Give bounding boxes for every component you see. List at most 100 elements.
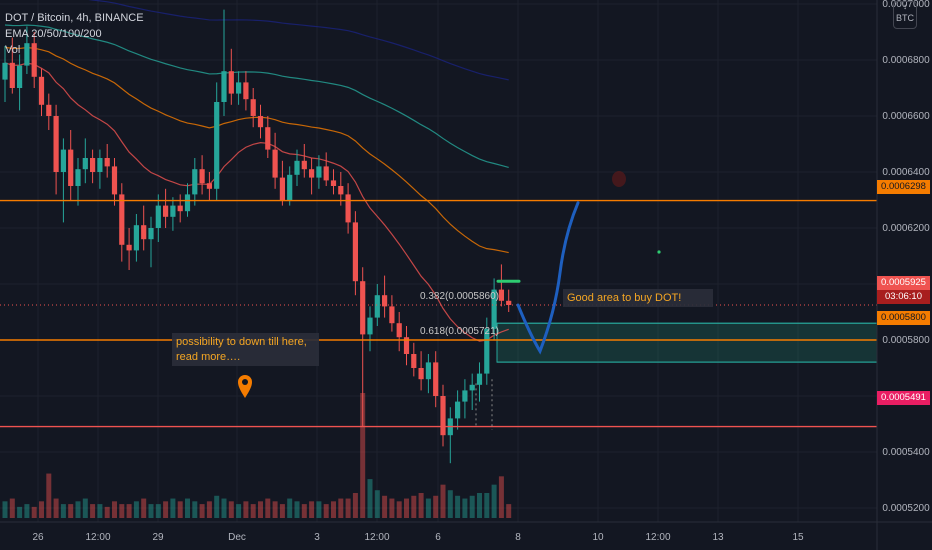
fib-618-label: 0.618(0.0005721) (420, 326, 499, 337)
candle-body (498, 289, 504, 301)
candle (352, 211, 358, 296)
volume-bar (206, 501, 212, 518)
candle-body (360, 281, 366, 335)
volume-bar (258, 501, 263, 518)
volume-bar (425, 498, 431, 518)
candle-body (367, 317, 373, 335)
x-tick-label: 3 (314, 532, 320, 543)
candle (206, 172, 212, 200)
location-pin-shape (238, 375, 252, 398)
candle (68, 130, 74, 200)
candle-body (155, 205, 161, 228)
volume-bar (433, 495, 439, 518)
candle-body (506, 300, 512, 305)
candle (309, 158, 315, 195)
volume-bar (90, 504, 96, 518)
volume-bar (221, 498, 227, 518)
candle (75, 158, 81, 206)
candle (111, 158, 118, 206)
volume-bar (294, 501, 300, 518)
volume-bar (352, 493, 358, 518)
possibility-note: possibility to down till here, read more… (172, 333, 319, 366)
candle-body (440, 396, 446, 436)
candle (345, 183, 351, 234)
candle (418, 351, 424, 391)
volume-bar (345, 498, 351, 518)
candle (192, 158, 198, 206)
candle (243, 71, 249, 111)
x-tick-label: 12:00 (364, 532, 389, 543)
buy-note-text: Good area to buy DOT! (567, 292, 682, 304)
candle (257, 104, 264, 139)
projection-path (516, 201, 580, 355)
candle (24, 26, 30, 74)
candle-body (279, 177, 285, 200)
candle-body (82, 158, 88, 170)
volume-bar (185, 498, 190, 518)
volume-bar (316, 501, 322, 518)
candle (199, 155, 205, 195)
candle (82, 138, 88, 184)
x-tick-label: 6 (435, 532, 441, 543)
grid (0, 0, 877, 522)
volume-bar (323, 504, 329, 518)
candle (396, 312, 402, 352)
volume-bar (396, 501, 402, 518)
candle (126, 228, 132, 270)
candle-body (462, 390, 468, 402)
candle (148, 216, 154, 268)
candle (170, 197, 176, 231)
candle (403, 326, 410, 366)
candle (411, 342, 417, 377)
candle (455, 390, 461, 430)
candle-body (104, 158, 110, 167)
candle-body (403, 337, 410, 354)
candle (214, 82, 220, 200)
x-tick-label: 15 (792, 532, 804, 543)
candle (374, 284, 380, 326)
candle (265, 116, 271, 158)
candle-body (17, 65, 23, 88)
candle-body (206, 183, 212, 189)
candle-body (184, 194, 191, 212)
volume-bar (39, 501, 44, 518)
candle (484, 317, 490, 385)
location-pin-hole (242, 379, 248, 385)
currency-badge[interactable]: ↕ BTC (893, 1, 917, 29)
volume-bar (192, 501, 198, 518)
candle (462, 379, 468, 419)
x-tick-label: 29 (152, 532, 164, 543)
volume-bar (440, 484, 446, 518)
candle-body (221, 71, 227, 102)
candle-body (119, 194, 125, 245)
candle-body (287, 174, 293, 200)
volume-bar (2, 501, 8, 518)
candle-body (148, 228, 154, 240)
volume-bar (119, 504, 125, 518)
volume-bar (112, 501, 117, 518)
candle (279, 160, 285, 206)
y-tick-label: 0.0005200 (882, 503, 930, 514)
candle-body (265, 127, 271, 150)
volume-bar (367, 479, 373, 518)
candle-body (38, 76, 45, 105)
volume-bar (104, 506, 110, 518)
candle (90, 149, 96, 184)
candle (9, 37, 15, 94)
candle-body (214, 102, 220, 189)
x-tick-label: 12:00 (85, 532, 110, 543)
candle-body (257, 116, 264, 128)
volume-bar (250, 504, 256, 518)
candle (425, 354, 431, 394)
candle-body (9, 62, 15, 88)
volume-bar (309, 501, 315, 518)
volume-bar (360, 393, 366, 518)
candle-body (294, 160, 300, 175)
volume-bar (477, 493, 482, 518)
volume-bar (404, 498, 409, 518)
candle (323, 152, 329, 186)
volume-bar (133, 501, 139, 518)
candle (476, 362, 483, 402)
y-tick-label: 0.0007000 (882, 0, 930, 10)
